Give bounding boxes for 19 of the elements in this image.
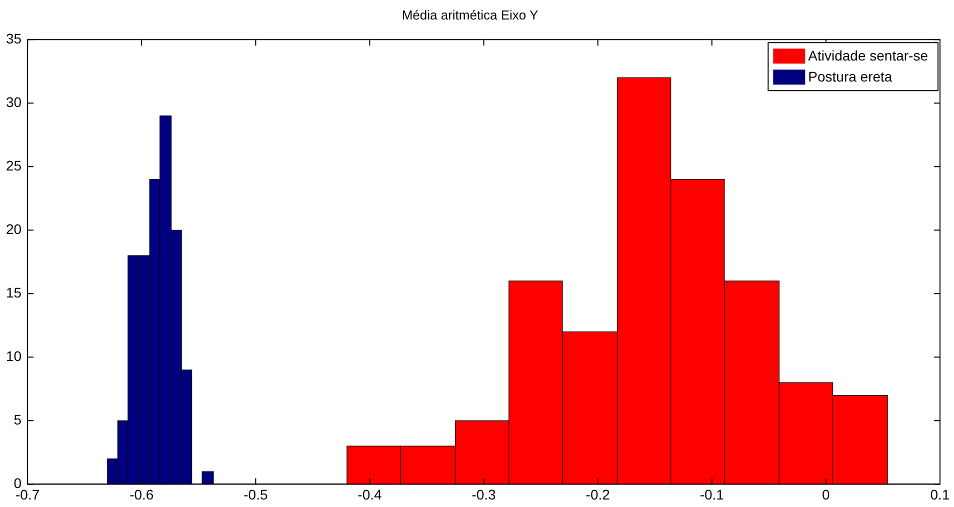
y-tick-label: 25: [6, 157, 22, 174]
y-tick-label: 10: [6, 348, 22, 364]
x-tick-label: -0.6: [130, 486, 154, 502]
x-tick-label: -0.5: [244, 486, 268, 502]
x-tick-label: -0.3: [472, 486, 496, 502]
x-tick-label: 0: [822, 486, 830, 502]
legend-label: Postura ereta: [808, 68, 892, 84]
y-tick-label: 5: [14, 412, 22, 428]
y-tick-label: 30: [6, 94, 22, 110]
chart-title: Média aritmética Eixo Y: [402, 7, 538, 22]
legend-label: Atividade sentar-se: [808, 47, 928, 64]
y-tick-label: 0: [14, 475, 22, 492]
x-tick-label: -0.1: [700, 486, 724, 502]
x-tick-label: 0.1: [930, 486, 950, 502]
y-tick-label: 35: [6, 30, 22, 46]
y-tick-label: 15: [6, 284, 22, 301]
x-tick-label: -0.4: [358, 486, 382, 502]
y-tick-label: 20: [6, 221, 22, 237]
x-tick-label: -0.2: [586, 486, 610, 502]
